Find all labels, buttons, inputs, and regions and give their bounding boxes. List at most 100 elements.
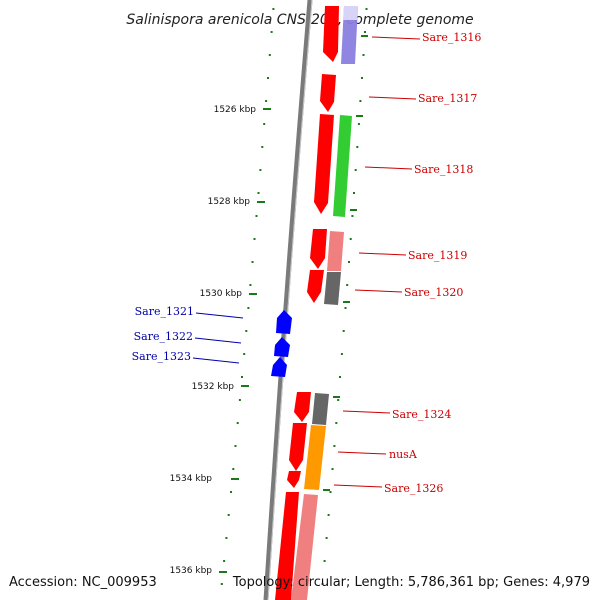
- gene-label-sare-1316[interactable]: Sare_1316: [422, 31, 481, 44]
- outer-dotted-track: [321, 8, 368, 585]
- track-dot: [220, 583, 223, 585]
- track-dot: [357, 123, 360, 125]
- gene-arrow-sare-1316[interactable]: [323, 6, 339, 62]
- gene-feature-sare-1318[interactable]: [333, 115, 352, 217]
- track-dot: [323, 560, 326, 562]
- track-dot: [362, 54, 365, 56]
- gene-arrow-sare-1318[interactable]: [314, 114, 334, 214]
- topology-text: Topology: circular; Length: 5,786,361 bp…: [232, 575, 590, 590]
- track-dot: [255, 215, 258, 217]
- track-dot: [361, 77, 363, 79]
- gene-arrow-sare-1317[interactable]: [320, 74, 336, 112]
- gene-label-sare-1326[interactable]: Sare_1326: [384, 482, 443, 495]
- gene-label-sare-1319[interactable]: Sare_1319: [408, 249, 467, 262]
- track-dot: [339, 376, 341, 378]
- gene-arrow-sare-1319[interactable]: [310, 229, 327, 269]
- gene-label-sare-1323[interactable]: Sare_1323: [132, 350, 191, 363]
- leader-line: [358, 252, 407, 256]
- track-dot: [325, 537, 328, 539]
- track-dot: [351, 215, 354, 217]
- gene-arrow-sare-1322[interactable]: [274, 337, 290, 357]
- track-dot: [364, 31, 366, 33]
- track-dot: [251, 261, 254, 263]
- track-dot: [253, 238, 256, 240]
- gene-label-sare-1317[interactable]: Sare_1317: [418, 92, 477, 105]
- leader-line: [194, 337, 242, 344]
- gene-label-sare-1324[interactable]: Sare_1324: [392, 408, 451, 421]
- leader-line: [337, 451, 387, 455]
- leader-line: [354, 289, 403, 293]
- track-dot: [353, 192, 355, 194]
- track-dot: [234, 445, 237, 447]
- gene-arrow-sare-1326[interactable]: [287, 471, 301, 488]
- track-dot: [340, 353, 343, 355]
- track-dot: [247, 307, 250, 309]
- track-dot: [356, 146, 359, 148]
- gene-track-reverse: [271, 310, 292, 377]
- track-dot: [333, 445, 336, 447]
- kbp-label: 1532 kbp: [192, 382, 235, 392]
- gene-feature-sare-1324[interactable]: [312, 393, 329, 425]
- gene-arrow-nusa[interactable]: [289, 423, 307, 471]
- leader-line: [192, 357, 240, 364]
- genome-backbone-highlight: [267, 0, 313, 600]
- gene-label-sare-1322[interactable]: Sare_1322: [134, 330, 193, 343]
- track-dot: [359, 100, 362, 102]
- track-dot: [268, 54, 271, 56]
- gene-feature-sare-1319[interactable]: [327, 231, 344, 271]
- track-dot: [327, 514, 330, 516]
- leader-line: [342, 410, 391, 414]
- track-dot: [263, 123, 266, 125]
- kbp-label: 1530 kbp: [200, 289, 243, 299]
- track-dot: [337, 399, 340, 401]
- gene-arrow-sare-1320[interactable]: [307, 270, 324, 303]
- leader-line: [364, 166, 413, 170]
- leader-line: [195, 312, 244, 319]
- gene-label-sare-1318[interactable]: Sare_1318: [414, 163, 473, 176]
- track-dot: [245, 330, 248, 332]
- forward-labels: Sare_1316 Sare_1317 Sare_1318 Sare_1319 …: [333, 31, 481, 495]
- gene-arrow-sare-1323[interactable]: [271, 357, 287, 377]
- gene-feature-sare-1320[interactable]: [324, 272, 341, 305]
- track-dot: [227, 514, 230, 516]
- kbp-label: 1526 kbp: [214, 105, 257, 115]
- kbp-label: 1528 kbp: [208, 197, 251, 207]
- gene-arrow-sare-1321[interactable]: [276, 310, 292, 334]
- track-dot: [230, 491, 232, 493]
- gene-label-sare-1320[interactable]: Sare_1320: [404, 286, 463, 299]
- leader-line: [371, 36, 421, 40]
- track-dot: [225, 537, 228, 539]
- track-dot: [331, 468, 334, 470]
- accession-text: Accession: NC_009953: [9, 575, 157, 590]
- kbp-ticks: 1526 kbp 1528 kbp 1530 kbp 1532 kbp 1534…: [170, 105, 271, 576]
- inner-dotted-track: [220, 8, 275, 585]
- leader-line: [368, 96, 417, 100]
- gene-feature-downstream-pink[interactable]: [291, 494, 318, 600]
- track-dot: [249, 284, 252, 286]
- track-dot: [267, 77, 269, 79]
- track-dot: [257, 192, 260, 194]
- gene-label-sare-1321[interactable]: Sare_1321: [135, 305, 194, 318]
- track-dot: [236, 422, 239, 424]
- track-dot: [241, 376, 243, 378]
- genome-backbone: [263, 0, 313, 600]
- gene-arrow-sare-1324[interactable]: [294, 392, 311, 422]
- track-dot: [335, 422, 338, 424]
- track-dot: [270, 31, 273, 33]
- leader-line: [333, 484, 383, 488]
- track-dot: [354, 169, 357, 171]
- track-dot: [329, 491, 332, 493]
- track-dot: [346, 284, 349, 286]
- track-dot: [321, 583, 324, 585]
- track-dot: [223, 560, 226, 562]
- reverse-labels: Sare_1321 Sare_1322 Sare_1323: [132, 305, 244, 364]
- track-dot: [261, 146, 264, 148]
- gene-track-forward: [275, 6, 358, 600]
- gene-feature-nusa[interactable]: [304, 425, 326, 490]
- gene-feature-sare-1316[interactable]: [341, 6, 358, 64]
- kbp-label: 1534 kbp: [170, 474, 213, 484]
- gene-label-nusa[interactable]: nusA: [389, 448, 418, 461]
- kbp-label: 1536 kbp: [170, 566, 213, 576]
- gene-arrow-downstream-red[interactable]: [275, 492, 299, 600]
